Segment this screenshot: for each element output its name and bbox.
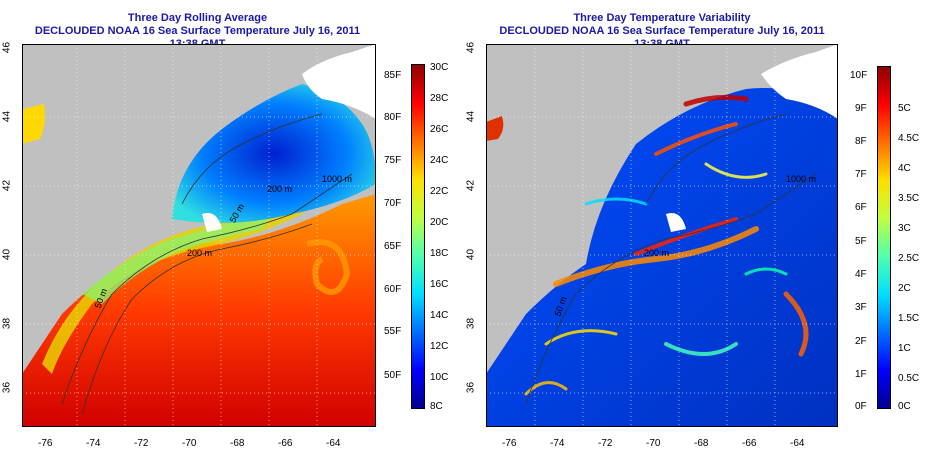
nova-scotia [761, 44, 838, 119]
colorbar-label: 3C [898, 223, 911, 234]
right-variability-map: 200 m 50 m 1000 m [486, 44, 838, 427]
y-tick: 40 [1, 248, 13, 261]
x-tick: -70 [182, 438, 197, 449]
y-tick: 42 [465, 179, 477, 192]
map-frame [486, 44, 838, 427]
shelf-waters [42, 184, 322, 374]
colorbar-label: 8F [855, 136, 867, 147]
colorbar-label: 55F [384, 326, 402, 337]
left-colorbar [411, 64, 425, 409]
y-tick: 40 [465, 248, 477, 261]
lat-lon-grid [486, 44, 838, 427]
colorbar-label: 60F [384, 284, 402, 295]
colorbar-label: 1C [898, 343, 911, 354]
left-sst-map: 200 m 200 m 50 m 1000 m 50 m [22, 44, 376, 427]
colorbar-label: 16C [430, 279, 449, 290]
colorbar-label: 3F [855, 302, 867, 313]
shelf-front [82, 214, 272, 304]
colorbar-label: 30C [430, 62, 449, 73]
colorbar-label: 65F [384, 241, 402, 252]
contour-label: 1000 m [322, 174, 352, 184]
colorbar-label: 70F [384, 198, 402, 209]
colorbar-label: 20C [430, 217, 449, 228]
colorbar-label: 6F [855, 202, 867, 213]
contour-label: 200 m [267, 184, 292, 194]
colorbar-label: 14C [430, 310, 449, 321]
left-title-line1: Three Day Rolling Average [127, 12, 268, 24]
x-tick: -76 [502, 438, 517, 449]
depth-contours [525, 113, 817, 405]
colorbar-label: 12C [430, 341, 449, 352]
colorbar-label: 50F [384, 370, 402, 381]
colorbar-label: 2C [898, 283, 911, 294]
x-tick: -72 [134, 438, 149, 449]
y-tick: 46 [1, 41, 13, 54]
y-tick: 42 [1, 179, 13, 192]
colorbar-label: 0C [898, 401, 911, 412]
colorbar-label: 5F [855, 236, 867, 247]
colorbar-label: 85F [384, 70, 402, 81]
x-tick: -68 [694, 438, 709, 449]
warm-eddy [306, 239, 351, 295]
colorbar-label: 80F [384, 112, 402, 123]
contour-label: 200 m [187, 248, 212, 258]
colorbar-label: 10C [430, 372, 449, 383]
colorbar-label: 26C [430, 124, 449, 135]
colorbar-label: 2F [855, 336, 867, 347]
colorbar-label: 24C [430, 155, 449, 166]
x-tick: -64 [326, 438, 341, 449]
colorbar-label: 2.5C [898, 253, 920, 264]
y-tick: 44 [1, 110, 13, 123]
x-tick: -76 [38, 438, 53, 449]
colorbar-label: 75F [384, 155, 402, 166]
y-tick: 46 [465, 41, 477, 54]
coast-land [486, 244, 526, 334]
y-tick: 44 [465, 110, 477, 123]
cape-cod [666, 213, 686, 232]
y-tick: 36 [465, 381, 477, 394]
colorbar-label: 18C [430, 248, 449, 259]
variability-patch [486, 116, 504, 141]
colorbar-label: 0.5C [898, 373, 920, 384]
colorbar-label: 4.5C [898, 133, 920, 144]
colorbar-label: 4F [855, 269, 867, 280]
x-tick: -66 [742, 438, 757, 449]
x-tick: -74 [86, 438, 101, 449]
x-tick: -72 [598, 438, 613, 449]
colorbar-label: 3.5C [898, 193, 920, 204]
colorbar-label: 8C [430, 401, 443, 412]
sst-patch [22, 104, 45, 144]
contour-label: 1000 m [786, 174, 816, 184]
variability-features [524, 94, 809, 396]
nova-scotia [302, 44, 376, 119]
contour-label: 200 m [644, 248, 669, 258]
colorbar-label: 5C [898, 103, 911, 114]
colorbar-label: 1.5C [898, 313, 920, 324]
map-frame [22, 44, 376, 427]
gulf-of-maine-cold-water [172, 84, 376, 223]
x-tick: -64 [790, 438, 805, 449]
colorbar-label: 22C [430, 186, 449, 197]
cape-cod [202, 213, 222, 232]
colorbar-label: 7F [855, 169, 867, 180]
depth-contours [61, 113, 353, 415]
colorbar-label: 28C [430, 93, 449, 104]
colorbar-label: 1F [855, 369, 867, 380]
warm-water [22, 194, 376, 427]
right-colorbar [877, 66, 891, 409]
x-tick: -70 [646, 438, 661, 449]
y-tick: 36 [1, 381, 13, 394]
colorbar-label: 4C [898, 163, 911, 174]
colorbar-label: 10F [850, 70, 868, 81]
colorbar-label: 9F [855, 103, 867, 114]
x-tick: -66 [278, 438, 293, 449]
y-tick: 38 [465, 317, 477, 330]
y-tick: 38 [1, 317, 13, 330]
coast-land [22, 244, 62, 334]
colorbar-label: 0F [855, 401, 867, 412]
x-tick: -74 [550, 438, 565, 449]
right-title-line1: Three Day Temperature Variability [573, 12, 751, 24]
x-tick: -68 [230, 438, 245, 449]
